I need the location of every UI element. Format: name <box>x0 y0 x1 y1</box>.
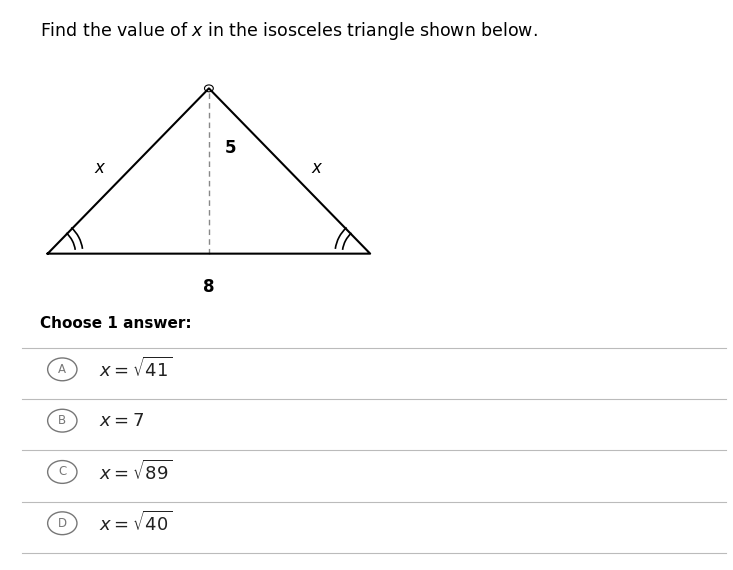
Text: A: A <box>59 363 66 376</box>
Text: B: B <box>58 414 67 427</box>
Text: $x = \sqrt{40}$: $x = \sqrt{40}$ <box>99 511 172 535</box>
Text: 5: 5 <box>225 139 237 157</box>
Text: $x$: $x$ <box>312 159 323 177</box>
Text: $x$: $x$ <box>95 159 106 177</box>
Text: D: D <box>58 517 67 530</box>
Text: Choose 1 answer:: Choose 1 answer: <box>40 316 192 331</box>
Text: $x = \sqrt{41}$: $x = \sqrt{41}$ <box>99 357 172 381</box>
Text: Find the value of $x$ in the isosceles triangle shown below.: Find the value of $x$ in the isosceles t… <box>40 20 538 42</box>
Text: 8: 8 <box>203 278 215 296</box>
Text: $x = 7$: $x = 7$ <box>99 412 144 430</box>
Text: $x = \sqrt{89}$: $x = \sqrt{89}$ <box>99 460 172 484</box>
Text: C: C <box>58 466 67 478</box>
